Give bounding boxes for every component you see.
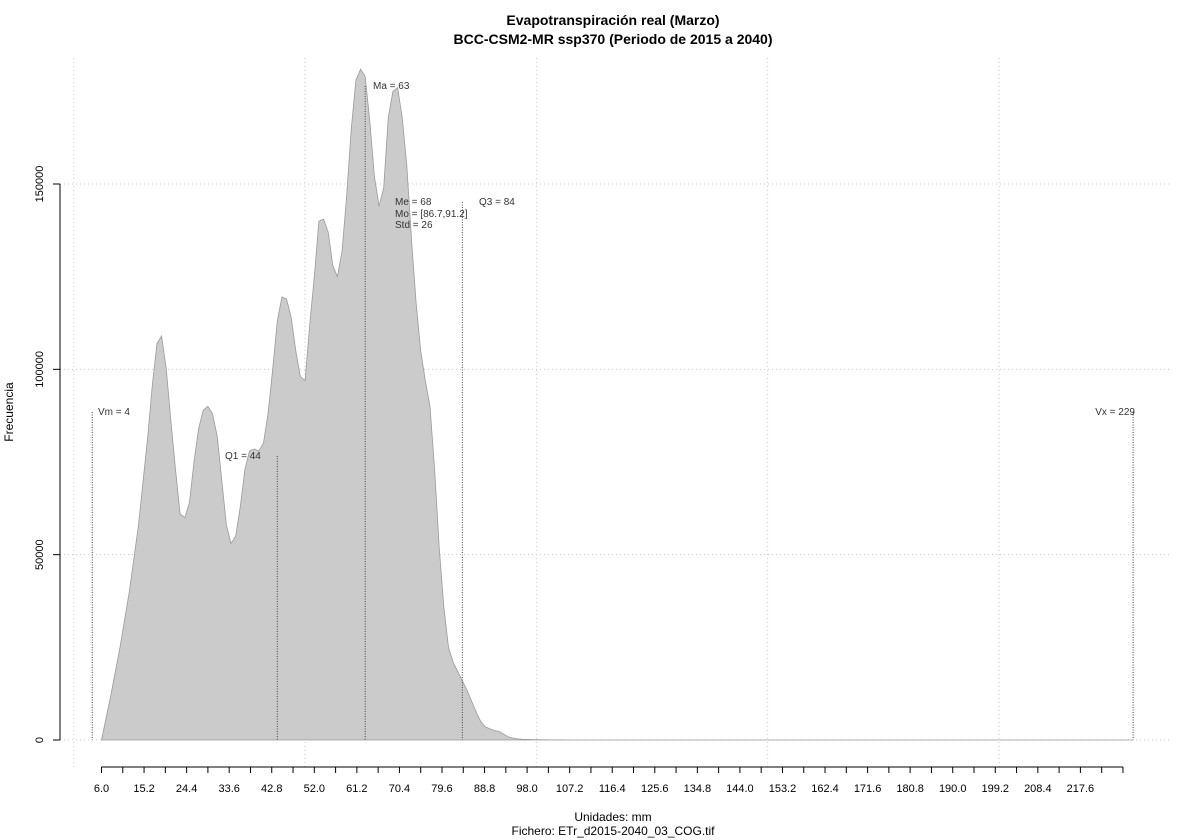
x-tick-label: 125.6 (641, 783, 669, 795)
file-label: Fichero: ETr_d2015-2040_03_COG.tif (512, 824, 716, 838)
y-tick-label: 100000 (34, 351, 46, 388)
y-tick-label: 0 (34, 737, 46, 743)
chart-subtitle: BCC-CSM2-MR ssp370 (Periodo de 2015 a 20… (454, 31, 773, 47)
x-tick-label: 98.0 (516, 783, 537, 795)
x-tick-label: 180.8 (896, 783, 924, 795)
x-tick-label: 116.4 (599, 783, 626, 795)
x-tick-label: 33.6 (218, 783, 239, 795)
x-axis-label: Unidades: mm (574, 810, 651, 824)
y-axis-label: Frecuencia (2, 382, 16, 442)
x-tick-label: 61.2 (346, 783, 367, 795)
x-tick-label: 190.0 (939, 783, 967, 795)
annotation-q1: Q1 = 44 (225, 451, 261, 462)
x-tick-label: 52.0 (304, 783, 325, 795)
x-tick-label: 6.0 (94, 783, 109, 795)
statistic-lines (91, 86, 1134, 740)
x-tick-label: 144.0 (726, 783, 754, 795)
x-tick-label: 88.8 (474, 783, 495, 795)
density-area (101, 68, 1134, 741)
x-tick-label: 15.2 (133, 783, 154, 795)
x-tick-label: 153.2 (769, 783, 797, 795)
annotation-vm: Vm = 4 (98, 407, 130, 418)
x-tick-label: 42.8 (261, 783, 282, 795)
x-tick-label: 79.6 (431, 783, 452, 795)
annotation-q3: Q3 = 84 (479, 197, 515, 208)
x-tick-label: 217.6 (1067, 783, 1095, 795)
x-tick-label: 70.4 (389, 783, 410, 795)
x-tick-label: 208.4 (1024, 783, 1052, 795)
x-tick-label: 134.8 (684, 783, 712, 795)
x-axis: 6.0 15.2 24.4 33.6 42.8 52.0 61.2 70.4 79.6 88.8 9… (94, 766, 1124, 795)
x-tick-label: 107.2 (556, 783, 584, 795)
x-tick-label: 199.2 (982, 783, 1010, 795)
annotation-vx: Vx = 229 (1095, 407, 1135, 418)
annotation-ma: Ma = 63 (373, 81, 410, 92)
y-tick-label: 150000 (34, 166, 46, 203)
chart-title: Evapotranspiración real (Marzo) (506, 12, 719, 28)
annotation-me: Me = 68 (395, 197, 432, 208)
x-tick-label: 162.4 (811, 783, 839, 795)
x-tick-label: 24.4 (176, 783, 197, 795)
x-tick-label: 171.6 (854, 783, 882, 795)
annotation-mo: Mo = [86.7,91.2] (395, 209, 468, 220)
y-tick-label: 50000 (34, 539, 46, 570)
annotation-std: Std = 26 (395, 220, 433, 231)
y-axis: 0 50000 100000 150000 (34, 166, 61, 743)
